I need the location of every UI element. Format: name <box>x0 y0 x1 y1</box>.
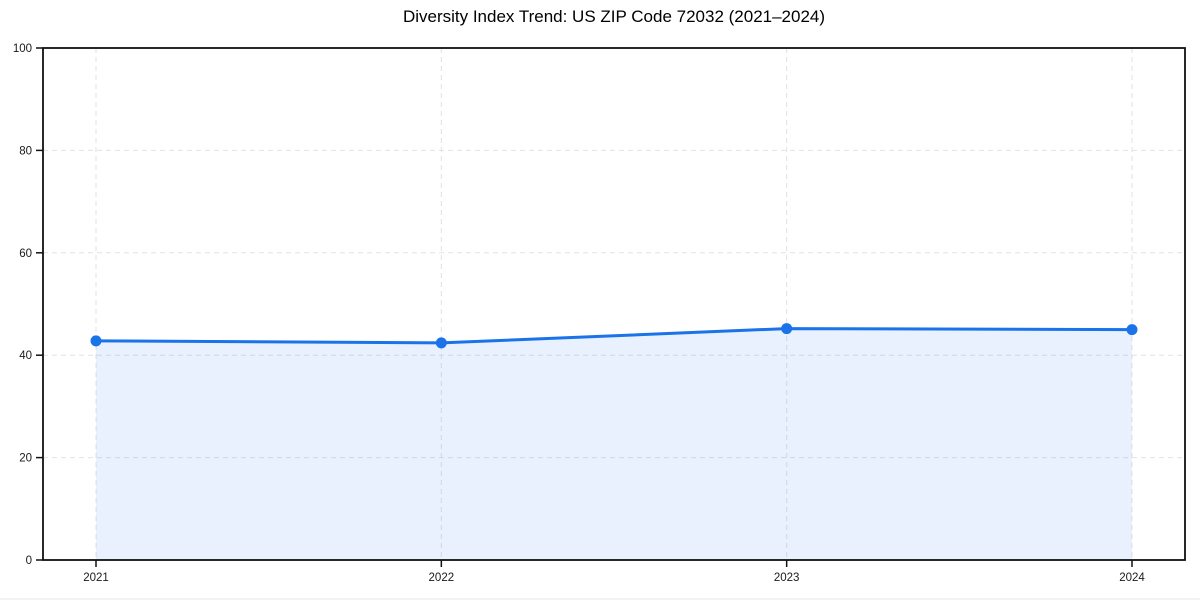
y-tick-label: 80 <box>19 145 32 157</box>
data-point-2024 <box>1126 324 1138 336</box>
trend-line <box>94 327 1134 345</box>
x-tick-label: 2021 <box>83 572 109 584</box>
plot-border <box>42 47 1186 561</box>
y-tick-label: 40 <box>19 350 32 362</box>
x-tick-label: 2023 <box>774 572 800 584</box>
window-bottom-edge <box>0 598 1200 600</box>
y-tick-label: 100 <box>13 43 32 55</box>
x-tick-label: 2022 <box>429 572 455 584</box>
x-tick-label: 2024 <box>1119 572 1145 584</box>
data-point-2023 <box>781 323 793 335</box>
y-tick-label: 60 <box>19 248 32 260</box>
data-point-2021 <box>90 335 102 347</box>
y-tick-label: 0 <box>26 555 32 567</box>
data-point-2022 <box>435 337 447 349</box>
chart-title: Diversity Index Trend: US ZIP Code 72032… <box>402 7 826 26</box>
area-fill <box>96 328 1132 560</box>
y-tick-label: 20 <box>19 453 32 465</box>
